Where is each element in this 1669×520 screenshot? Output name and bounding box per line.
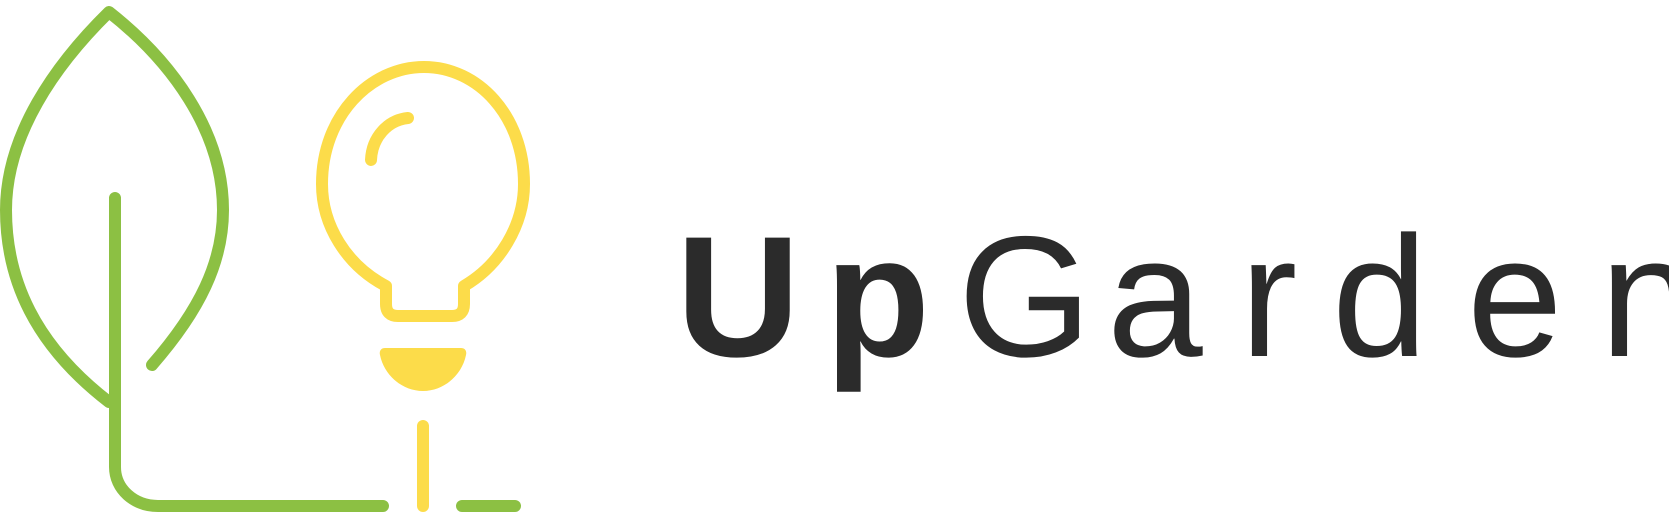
wordmark-letter-G: G (958, 201, 1092, 393)
wordmark-letter-a: a (1107, 201, 1203, 393)
wordmark-letter-n: n (1600, 201, 1669, 393)
wordmark-letter-e: e (1467, 201, 1563, 393)
wordmark-letter-p: p (825, 201, 930, 393)
wordmark-letter-d: d (1332, 201, 1428, 393)
wordmark-letter-U: U (676, 201, 800, 393)
wordmark-letter-r: r (1240, 201, 1297, 393)
